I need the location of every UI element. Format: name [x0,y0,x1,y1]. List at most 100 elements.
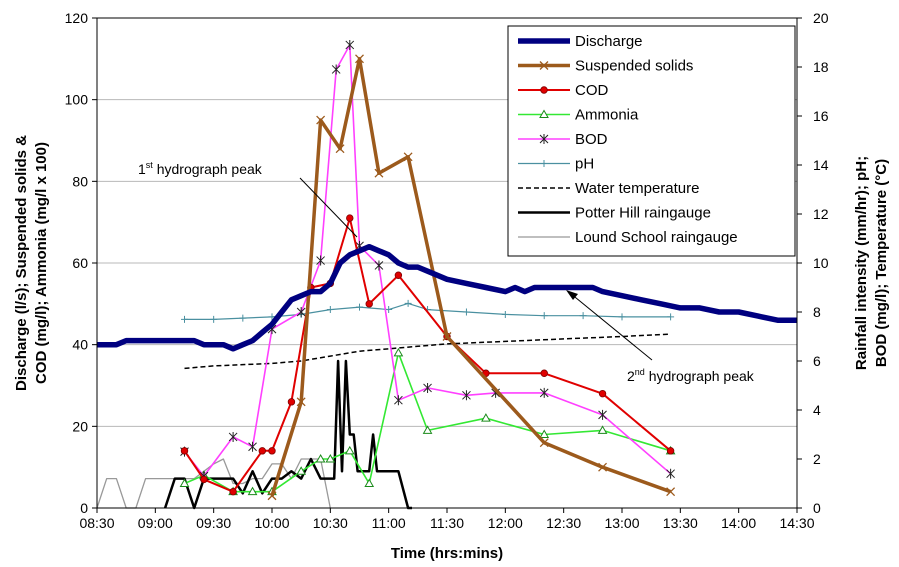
point-ammonia [422,425,433,434]
series-discharge [97,243,797,352]
point-ss [267,491,277,501]
y-right-tick-label: 12 [813,206,829,222]
series-temp [184,333,671,370]
series-line-temp [184,333,671,370]
point-ammonia [179,478,190,487]
legend-label-temp: Water temperature [575,180,700,197]
x-tick-label: 13:00 [604,515,639,531]
point-ph [579,312,587,320]
x-tick-label: 11:30 [430,515,464,531]
point-cod [365,300,373,308]
y-right-tick-label: 18 [813,59,829,75]
point-ss [666,487,676,497]
x-tick-label: 11:00 [372,515,406,531]
point-ph [356,303,363,311]
point-bod [248,441,257,452]
annotation-peak1-label: 1st hydrograph peak [138,160,263,177]
legend-item-bod: BOD [518,131,608,148]
y-left-tick-label: 40 [72,337,88,353]
series-potter [163,359,412,510]
point-ammonia [393,347,404,357]
legend-item-lound: Lound School raingauge [518,229,738,246]
y-left-tick-label: 0 [80,500,88,516]
point-bod [316,255,325,266]
point-ammonia [539,429,550,438]
x-tick-label: 08:30 [79,515,114,531]
point-ss [296,397,306,407]
point-bod [296,307,306,317]
x-tick-label: 12:30 [546,515,581,531]
x-axis: 08:30 09:00 09:30 10:00 10:30 11:00 11:30 12:00… [79,508,815,531]
point-ph [618,313,626,321]
legend-item-cod: COD [518,82,609,99]
point-cod [258,447,266,455]
y-left-tick-label: 80 [72,173,88,189]
series-ph [181,299,675,323]
point-cod [598,389,607,398]
legend-item-discharge: Discharge [518,33,643,50]
x-tick-label: 13:30 [663,515,698,531]
point-bod [462,390,471,401]
annotation-peak1: 1st hydrograph peak [138,160,358,238]
x-tick-label: 14:00 [721,515,756,531]
legend-item-temp: Water temperature [518,180,700,197]
legend-marker-ammonia [539,109,549,118]
legend-marker-bod [539,134,549,144]
series-line-ammonia [184,351,671,493]
point-bod [423,382,432,393]
legend-item-ss: Suspended solids [518,58,693,75]
point-ss [403,152,413,162]
point-ph [210,315,218,323]
point-ammonia [247,486,258,496]
point-cod [229,487,237,496]
point-cod [287,398,296,406]
point-ammonia [296,466,307,475]
legend-label-lound: Lound School raingauge [575,229,738,246]
point-ammonia [344,445,355,455]
point-ph [462,308,470,316]
series-line-ph [184,302,671,320]
legend-marker-ph [540,160,548,167]
y-right-tick-label: 0 [813,500,821,516]
point-ammonia [325,453,336,463]
point-ph [239,314,247,322]
x-tick-label: 10:30 [313,515,348,531]
x-tick-label: 09:00 [138,515,173,531]
y-left-tick-label: 60 [72,255,88,271]
point-bod [345,39,355,50]
point-bod [598,409,607,420]
point-bod [331,64,341,75]
annotation-peak2-label: 2nd hydrograph peak [627,367,755,384]
legend-label-bod: BOD [575,131,608,148]
y-right-tick-label: 4 [813,402,821,418]
annotation-peak2: 2nd hydrograph peak [566,290,755,384]
point-ph [268,313,276,321]
x-tick-label: 09:30 [196,515,231,531]
y-right-tick-label: 14 [813,157,829,173]
y-right-tick-label: 2 [813,451,821,467]
y-axis-right: 0 2 4 6 8 10 12 14 16 18 20 [797,10,829,516]
point-ammonia [597,425,608,434]
point-cod [666,447,675,455]
y-left-tick-label: 120 [65,10,89,26]
y-right-tick-label: 8 [813,304,821,320]
series-line-bod [183,44,672,477]
series-cod [180,214,675,496]
point-ss [355,54,364,64]
point-ammonia [481,413,491,422]
y-left-title-line2: COD (mg/l); Ammonia (mg/l x 100) [33,142,50,384]
point-cod [200,475,208,484]
legend-item-ph: pH [518,156,594,173]
y-axis-left: 0 20 40 60 80 100 120 [65,10,97,516]
point-cod [180,447,189,455]
point-ss [539,438,549,448]
y-right-tick-label: 16 [813,108,829,124]
y-left-tick-label: 100 [65,92,89,108]
point-bod [374,260,384,271]
point-ss [316,115,326,125]
point-ph [326,306,334,314]
x-axis-title: Time (hrs:mins) [391,545,503,562]
point-ammonia [364,478,375,487]
point-bod [394,395,403,406]
